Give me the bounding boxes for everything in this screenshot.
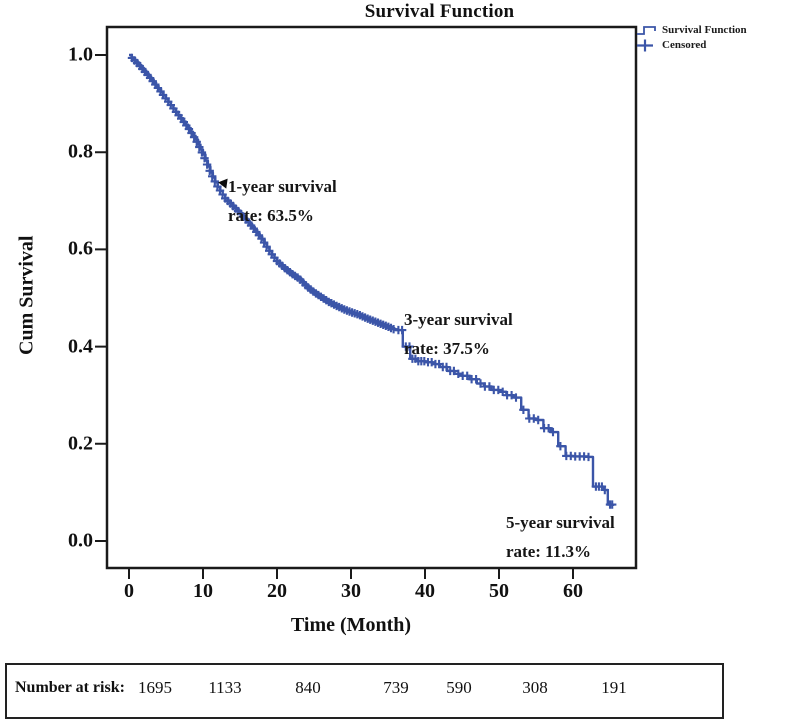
x-tick-label: 40 <box>415 580 435 602</box>
y-tick-label: 0.6 <box>68 237 93 260</box>
y-tick-label: 1.0 <box>68 43 93 66</box>
annotation-line: rate: 63.5% <box>228 206 314 225</box>
x-tick-label: 60 <box>563 580 583 602</box>
x-tick-label: 0 <box>124 580 134 602</box>
number-at-risk-value: 739 <box>383 678 409 697</box>
annotation-line: 1-year survival <box>228 177 337 196</box>
number-at-risk-value: 308 <box>522 678 548 697</box>
x-tick-label: 50 <box>489 580 509 602</box>
number-at-risk-box: Number at risk: 1695 1133 840 739 590 308 191 <box>5 663 724 719</box>
legend-label: Survival Function <box>662 24 747 36</box>
annotation-line: rate: 11.3% <box>506 542 591 561</box>
y-tick-label: 0.0 <box>68 529 93 552</box>
plot-frame <box>105 25 638 570</box>
annotation-3-year: 3-year survival rate: 37.5% <box>404 305 513 363</box>
number-at-risk-value: 840 <box>295 678 321 697</box>
step-line-icon <box>637 26 656 35</box>
axis-tick-marks <box>95 54 574 579</box>
annotation-5-year: 5-year survival rate: 11.3% <box>506 508 615 566</box>
x-tick-label: 10 <box>193 580 213 602</box>
y-tick-label: 0.8 <box>68 140 93 163</box>
number-at-risk-value: 191 <box>601 678 627 697</box>
legend: Survival Function Censored <box>636 23 747 53</box>
legend-item-censored: Censored <box>636 38 747 53</box>
annotation-1-year: 1-year survival rate: 63.5% <box>217 172 337 230</box>
number-at-risk-value: 1133 <box>208 678 242 697</box>
number-at-risk-label: Number at risk: <box>15 679 125 696</box>
x-tick-label: 20 <box>267 580 287 602</box>
x-tick-label: 30 <box>341 580 361 602</box>
y-tick-label: 0.2 <box>68 432 93 455</box>
y-tick-label: 0.4 <box>68 335 93 358</box>
plus-icon <box>637 39 653 52</box>
annotation-line: rate: 37.5% <box>404 339 490 358</box>
chart-title: Survival Function <box>364 1 515 22</box>
legend-label: Censored <box>662 39 707 51</box>
annotation-line: 5-year survival <box>506 513 615 532</box>
number-at-risk-value: 590 <box>446 678 472 697</box>
x-axis-title: Time (Month) <box>290 614 412 636</box>
legend-item-survival-function: Survival Function <box>636 23 747 38</box>
censored-plus-marks <box>127 53 617 509</box>
y-axis-title: Cum Survival <box>15 235 38 355</box>
number-at-risk-value: 1695 <box>138 678 172 697</box>
annotation-arrow-icon <box>217 177 228 189</box>
annotation-line: 3-year survival <box>404 310 513 329</box>
